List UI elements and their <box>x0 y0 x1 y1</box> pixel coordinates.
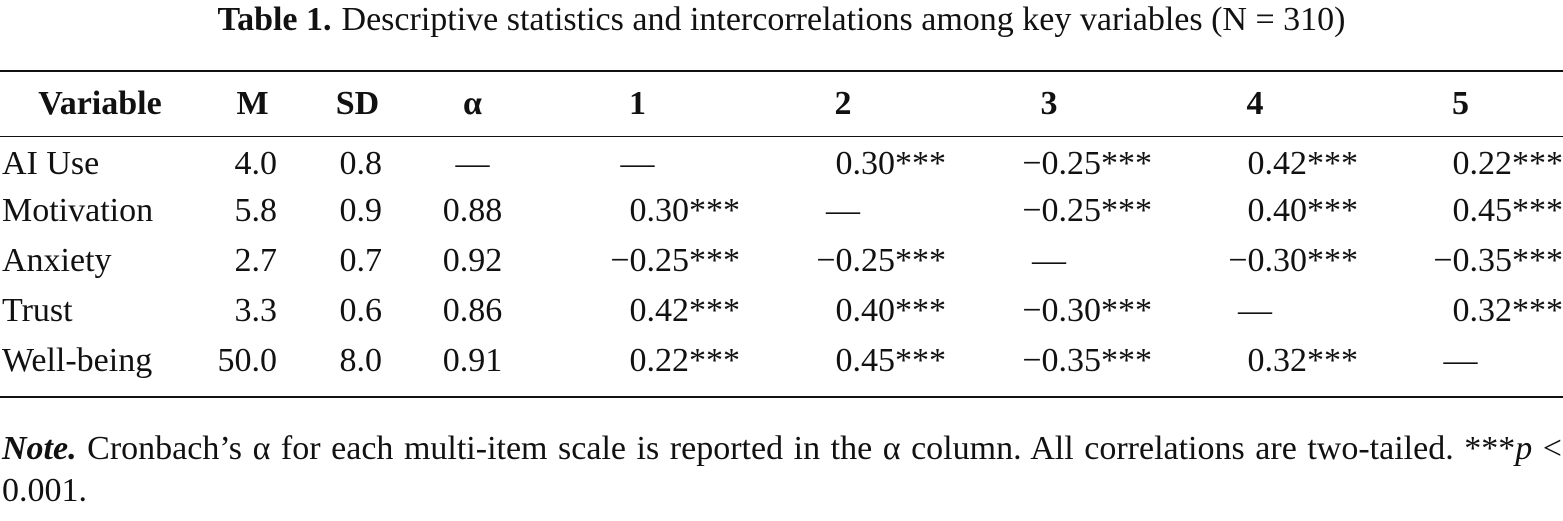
note-label: Note. <box>2 430 77 467</box>
header-rule <box>0 136 1563 137</box>
corr-cell: 0.45*** <box>835 342 947 379</box>
alpha-cell: 0.92 <box>442 242 503 279</box>
caption-label: Table 1. <box>217 1 332 38</box>
variable-cell: AI Use <box>2 145 100 182</box>
mean-cell: 5.8 <box>234 192 278 229</box>
top-rule <box>0 70 1563 72</box>
corr-cell: 0.22*** <box>629 342 741 379</box>
corr-cell: — <box>1238 292 1272 329</box>
corr-cell: −0.25*** <box>610 242 740 279</box>
statistics-table: Variable M SD α 1 2 3 4 5 AI Use 4.0 0.8… <box>0 72 1563 386</box>
table-row: Trust 3.3 0.6 0.86 0.42*** 0.40*** −0.30… <box>0 286 1563 336</box>
alpha-cell: 0.86 <box>442 292 503 329</box>
table-row: Well-being 50.0 8.0 0.91 0.22*** 0.45***… <box>0 336 1563 386</box>
sd-cell: 0.9 <box>339 192 383 229</box>
corr-cell: 0.30*** <box>835 145 947 182</box>
note-text: Cronbach’s α for each multi-item scale i… <box>76 430 1516 467</box>
sd-cell: 0.6 <box>339 292 383 329</box>
corr-cell: — <box>620 145 655 182</box>
sd-cell: 8.0 <box>339 342 383 379</box>
mean-cell: 4.0 <box>234 145 278 182</box>
header-cell-3: 3 <box>1040 85 1058 122</box>
corr-cell: −0.25*** <box>1022 145 1152 182</box>
sd-cell: 0.8 <box>339 145 383 182</box>
table-caption: Table 1. Descriptive statistics and inter… <box>0 0 1563 40</box>
corr-cell: 0.42*** <box>629 292 741 329</box>
table-row: AI Use 4.0 0.8 — — 0.30*** −0.25*** 0.42… <box>0 136 1563 186</box>
corr-cell: 0.22*** <box>1452 145 1563 182</box>
header-cell-5: 5 <box>1452 85 1469 122</box>
sd-cell: 0.7 <box>339 242 383 279</box>
variable-cell: Well-being <box>2 342 153 379</box>
corr-cell: −0.30*** <box>1022 292 1152 329</box>
corr-cell: 0.40*** <box>835 292 947 329</box>
table-note: Note. Cronbach’s α for each multi-item s… <box>2 428 1562 512</box>
header-cell-1: 1 <box>629 85 646 122</box>
header-row: Variable M SD α 1 2 3 4 5 <box>0 72 1563 136</box>
note-p-text: < 0.001. <box>2 430 1562 509</box>
corr-cell: — <box>826 192 860 229</box>
header-cell-sd: SD <box>335 85 380 122</box>
corr-cell: −0.25*** <box>816 242 946 279</box>
header-cell-alpha: α <box>463 85 482 122</box>
alpha-cell: — <box>455 145 490 182</box>
corr-cell: — <box>1443 342 1478 379</box>
corr-cell: — <box>1032 242 1066 279</box>
variable-cell: Anxiety <box>2 242 112 279</box>
variable-cell: Motivation <box>2 192 154 229</box>
mean-cell: 50.0 <box>217 342 278 379</box>
header-cell-m: M <box>236 85 269 122</box>
alpha-cell: 0.91 <box>442 342 503 379</box>
corr-cell: 0.32*** <box>1247 342 1359 379</box>
table-row: Anxiety 2.7 0.7 0.92 −0.25*** −0.25*** —… <box>0 236 1563 286</box>
header-cell-4: 4 <box>1246 85 1264 122</box>
mean-cell: 3.3 <box>234 292 278 329</box>
corr-cell: 0.45*** <box>1452 192 1563 229</box>
note-p-symbol: p <box>1515 430 1533 467</box>
corr-cell: 0.42*** <box>1247 145 1359 182</box>
corr-cell: 0.30*** <box>629 192 741 229</box>
corr-cell: −0.35*** <box>1433 242 1563 279</box>
variable-cell: Trust <box>2 292 73 329</box>
bottom-rule <box>0 396 1563 398</box>
corr-cell: −0.35*** <box>1022 342 1152 379</box>
corr-cell: 0.40*** <box>1247 192 1359 229</box>
corr-cell: −0.25*** <box>1022 192 1152 229</box>
header-cell-2: 2 <box>834 85 852 122</box>
header-cell-variable: Variable <box>38 85 162 122</box>
mean-cell: 2.7 <box>234 242 278 279</box>
caption-text: Descriptive statistics and intercorrelat… <box>341 1 1346 38</box>
alpha-cell: 0.88 <box>442 192 503 229</box>
corr-cell: −0.30*** <box>1228 242 1358 279</box>
corr-cell: 0.32*** <box>1452 292 1563 329</box>
table-row: Motivation 5.8 0.9 0.88 0.30*** — −0.25*… <box>0 186 1563 236</box>
